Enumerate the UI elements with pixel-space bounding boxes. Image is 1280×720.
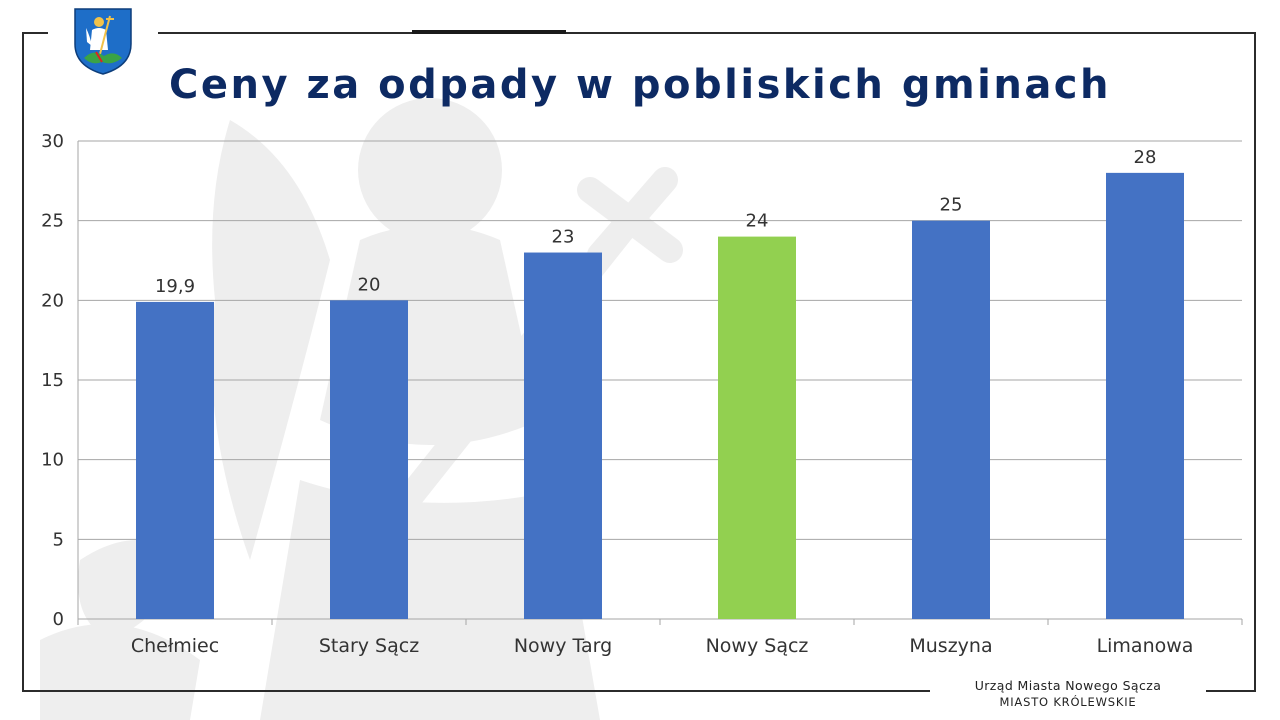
bar [136, 301, 214, 619]
bar [330, 300, 408, 619]
x-category-label: Limanowa [1097, 635, 1194, 657]
frame-bottom-left [22, 690, 940, 692]
data-label: 23 [552, 227, 575, 248]
x-category-label: Stary Sącz [319, 635, 419, 657]
bar [1106, 172, 1184, 619]
data-label: 24 [746, 211, 769, 232]
frame-bottom-right [1198, 690, 1256, 692]
city-coat-of-arms-icon [74, 8, 132, 75]
y-tick-label: 30 [41, 131, 64, 152]
data-label: 20 [358, 274, 381, 295]
data-label: 25 [940, 195, 963, 216]
frame-top-right [158, 32, 1256, 34]
data-label: 28 [1134, 147, 1157, 168]
y-tick-label: 0 [53, 609, 64, 630]
footer: Urząd Miasta Nowego Sącza MIASTO KRÓLEWS… [930, 678, 1206, 711]
y-tick-label: 5 [53, 529, 64, 550]
footer-office-name: Urząd Miasta Nowego Sącza [974, 678, 1162, 693]
bar [524, 252, 602, 620]
bar [718, 236, 796, 619]
y-tick-label: 25 [41, 211, 64, 232]
frame-top-accent [412, 30, 566, 34]
x-category-label: Muszyna [909, 635, 992, 657]
frame-left [22, 32, 24, 692]
y-tick-label: 15 [41, 370, 64, 391]
frame-right [1254, 32, 1256, 692]
x-category-label: Chełmiec [131, 635, 219, 657]
y-tick-label: 20 [41, 290, 64, 311]
chart-title: Ceny za odpady w pobliskich gminach [169, 62, 1111, 108]
x-category-label: Nowy Targ [514, 635, 612, 657]
bar [912, 220, 990, 619]
frame-top-left [22, 32, 48, 34]
x-category-label: Nowy Sącz [706, 635, 809, 657]
data-label: 19,9 [155, 276, 195, 297]
y-tick-label: 10 [41, 450, 64, 471]
footer-city-motto: MIASTO KRÓLEWSKIE [999, 695, 1137, 709]
